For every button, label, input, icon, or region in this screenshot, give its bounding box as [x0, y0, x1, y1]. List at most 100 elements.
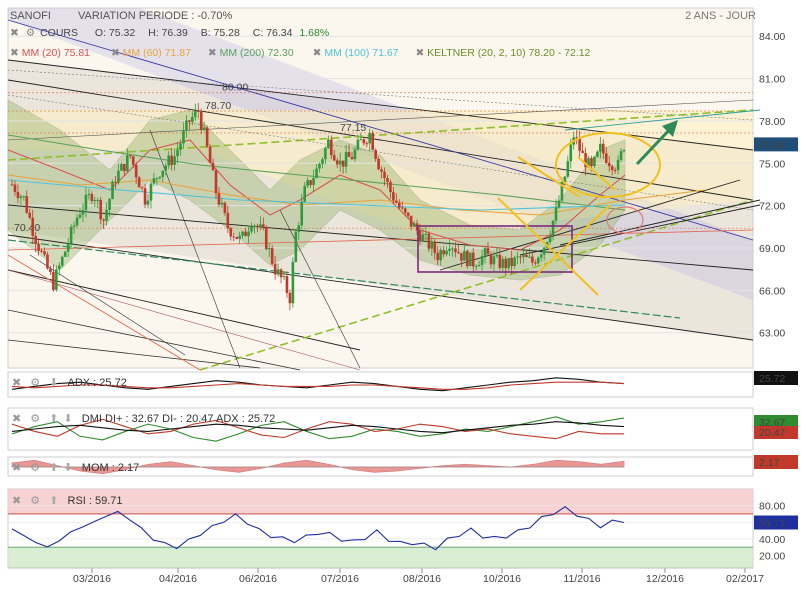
x-tick-label: 07/2016 — [321, 573, 359, 585]
candle-body — [607, 162, 611, 167]
candle-body — [188, 120, 191, 122]
x-tick-label: 08/2016 — [403, 573, 441, 585]
ma100-line — [7, 179, 626, 211]
candle-body — [282, 276, 286, 278]
yellow-cross-line — [497, 197, 599, 296]
candle-body — [365, 143, 369, 145]
candle-body — [480, 255, 484, 265]
candle-body — [161, 170, 165, 177]
candle-body — [522, 255, 525, 257]
level-label: 78.70 — [205, 100, 231, 112]
y-tick-label: 84.00 — [759, 31, 785, 43]
rsi-value-tag — [754, 515, 798, 530]
candle-body — [306, 180, 309, 186]
candle-body — [539, 254, 543, 258]
trend-line — [564, 109, 761, 131]
candle-body — [173, 156, 176, 165]
candle-body — [194, 110, 197, 117]
candle-body — [460, 253, 463, 261]
y-tick-label: 78.00 — [759, 116, 785, 128]
yellow-cross-line — [519, 204, 611, 291]
mom-value-tag — [754, 455, 798, 469]
candle-body — [75, 217, 79, 226]
candle-body — [244, 231, 247, 237]
candle-body — [383, 171, 386, 179]
trend-line — [7, 99, 754, 141]
candle-body — [578, 138, 581, 151]
candle-body — [451, 248, 454, 250]
rsi-value-label: 59.71 — [759, 518, 785, 530]
consolidation-box — [417, 225, 573, 273]
candle-body — [610, 166, 614, 171]
candle-body — [146, 200, 150, 205]
x-tick-label: 06/2016 — [239, 573, 277, 585]
candle-body — [235, 236, 238, 239]
candle-body — [442, 250, 445, 255]
candle-body — [137, 177, 141, 188]
candle-body — [297, 225, 301, 233]
x-tick-label: 03/2016 — [73, 573, 111, 585]
x-tick-label: 12/2016 — [646, 573, 684, 585]
candle-body — [347, 152, 351, 157]
candle-body — [256, 225, 259, 227]
candle-body — [418, 230, 422, 242]
candle-body — [37, 243, 40, 251]
candle-body — [519, 256, 522, 258]
candle-body — [554, 207, 558, 221]
candle-body — [270, 248, 274, 264]
candle-body — [111, 181, 114, 200]
adx-value-tag — [754, 371, 798, 385]
candle-body — [90, 194, 94, 202]
candle-body — [273, 263, 277, 275]
candle-body — [185, 120, 188, 131]
candle-body — [158, 176, 162, 179]
dmi-series-line — [11, 418, 624, 440]
y-tick-label: 75.00 — [759, 158, 785, 170]
trend-line — [7, 109, 754, 161]
candle-body — [247, 231, 250, 237]
adx-value-label: 25.72 — [759, 373, 785, 385]
candle-body — [16, 191, 20, 199]
candle-body — [327, 139, 330, 149]
candle-body — [335, 160, 339, 165]
rsi-oversold-zone — [8, 547, 753, 568]
candle-body — [291, 261, 295, 304]
candle-body — [587, 158, 590, 168]
candle-body — [152, 178, 156, 184]
y-tick-label: 72.00 — [759, 201, 785, 213]
candle-body — [548, 235, 552, 243]
candle-body — [191, 116, 194, 122]
candle-body — [43, 251, 46, 255]
candle-body — [516, 256, 519, 258]
candle-body — [87, 194, 91, 196]
candle-body — [471, 252, 475, 267]
candle-body — [501, 258, 505, 268]
mom-value-label: 2.17 — [759, 457, 780, 469]
candle-body — [232, 236, 236, 238]
candle-body — [569, 144, 573, 162]
candle-body — [123, 163, 126, 172]
candle-body — [96, 199, 100, 201]
candle-body — [128, 155, 132, 157]
trend-line — [7, 269, 361, 351]
candle-body — [208, 146, 212, 163]
candle-body — [303, 185, 306, 202]
candle-body — [477, 264, 481, 267]
candle-body — [504, 258, 508, 269]
candle-body — [309, 180, 312, 185]
candle-body — [590, 158, 593, 166]
candle-body — [507, 257, 510, 269]
candle-body — [238, 235, 241, 239]
candle-body — [315, 168, 318, 179]
adx-series-line — [11, 381, 625, 390]
candle-body — [223, 202, 227, 213]
candle-body — [613, 170, 617, 172]
candle-body — [421, 234, 425, 242]
candle-body — [312, 178, 315, 185]
rsi-overbought-zone — [8, 489, 753, 514]
candle-body — [486, 248, 490, 255]
candle-body — [498, 254, 502, 268]
candle-body — [214, 170, 218, 194]
candle-body — [330, 139, 333, 156]
candle-body — [300, 201, 304, 226]
